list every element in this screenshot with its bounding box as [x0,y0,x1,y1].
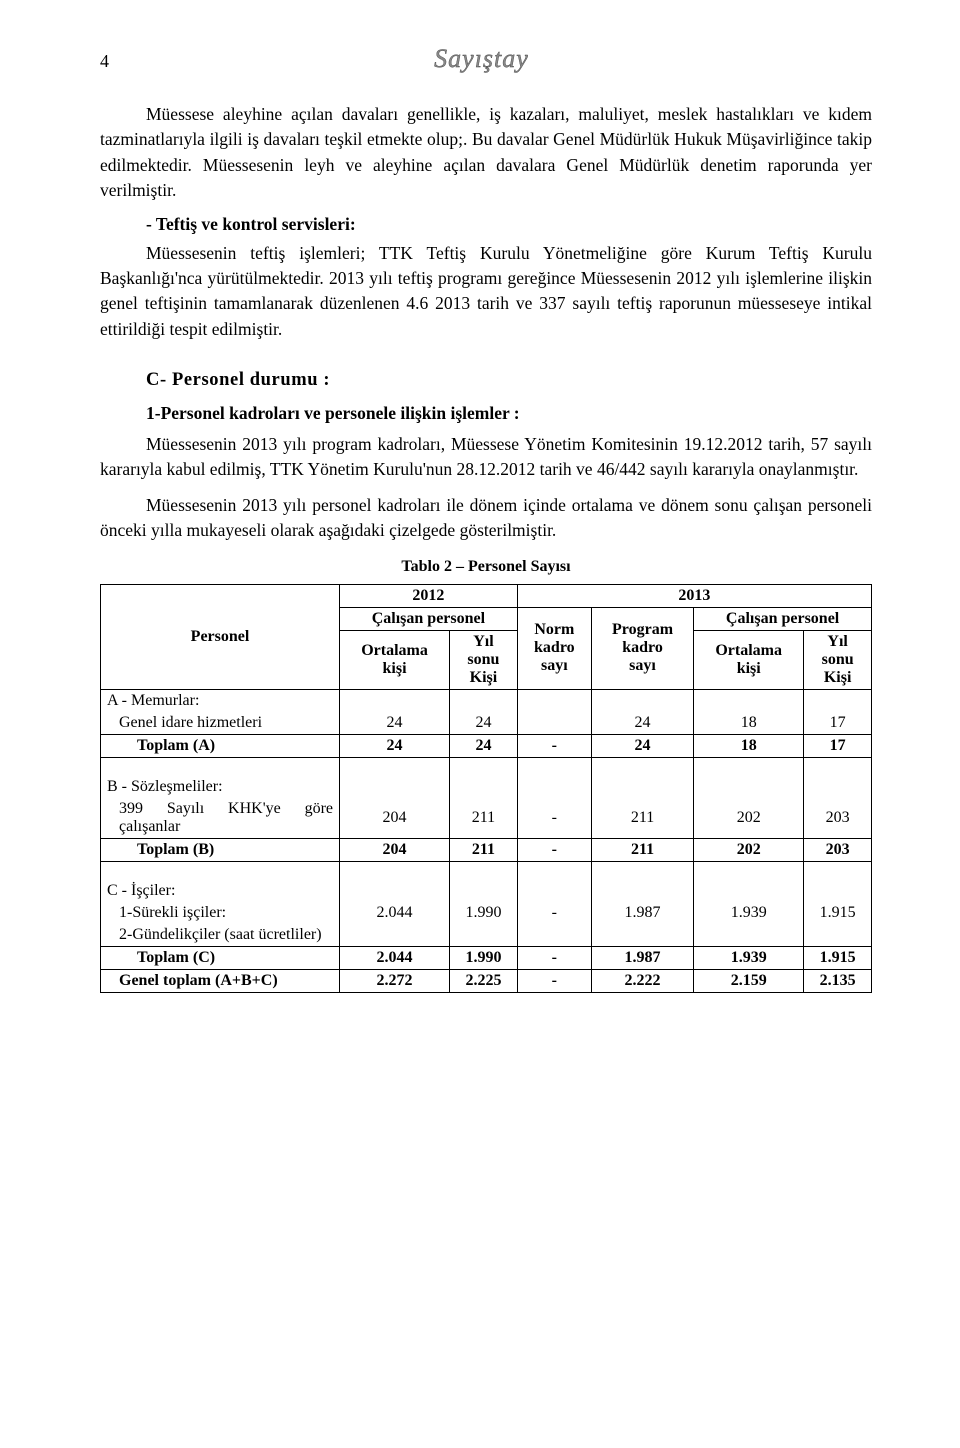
row-b1-label: 399 Sayılı KHK'ye göre çalışanlar [101,798,340,839]
paragraph-1: Müessese aleyhine açılan davaları genell… [100,102,872,204]
row-gtop-label: Genel toplam (A+B+C) [101,969,340,992]
col-norm-top: Norm [534,621,574,638]
col-program-kadro: Program kadro sayı [591,607,693,689]
col-2013: 2013 [517,584,871,607]
page-number: 4 [100,51,109,72]
section-c-title: C- Personel durumu : [100,370,872,391]
col-personel: Personel [101,584,340,689]
table-row: 1-Sürekli işçiler: 2.044 1.990 - 1.987 1… [101,902,872,924]
table-row: B - Sözleşmeliler: [101,776,872,798]
row-ctop-label: Toplam (C) [101,946,340,969]
paragraph-2: Müessesenin teftiş işlemleri; TTK Teftiş… [100,241,872,343]
col-2012-yilsonu: Yıl sonu Kişi [450,630,518,689]
col-norm-bot: kadro [534,639,575,656]
col-prog-unit: sayı [629,657,656,674]
table-row: Genel toplam (A+B+C) 2.272 2.225 - 2.222… [101,969,872,992]
page-header: 4 Sayıştay [100,44,872,74]
table-row: Genel idare hizmetleri 24 24 24 18 17 [101,712,872,735]
row-b-head: B - Sözleşmeliler: [101,776,340,798]
row-btop-label: Toplam (B) [101,838,340,861]
col-2013-yilsonu: Yıl sonu Kişi [804,630,872,689]
table-row [101,861,872,880]
row-c2-label: 2-Gündelikçiler (saat ücretliler) [101,924,340,947]
section-c-subtitle: 1-Personel kadroları ve personele ilişki… [100,403,872,424]
col-2013-ortalama: Ortalama kişi [694,630,804,689]
personnel-table: Personel 2012 2013 Çalışan personel Norm… [100,584,872,993]
table-row: Toplam (B) 204 211 - 211 202 203 [101,838,872,861]
table-caption: Tablo 2 – Personel Sayısı [100,558,872,576]
col-norm-unit: sayı [541,657,568,674]
col-prog-top: Program [612,621,673,638]
col-2012-ortalama: Ortalama kişi [340,630,450,689]
paragraph-3: Müessesenin 2013 yılı program kadroları,… [100,432,872,483]
table-row: 2-Gündelikçiler (saat ücretliler) [101,924,872,947]
page: 4 Sayıştay Müessese aleyhine açılan dava… [0,0,960,1448]
table-head: Personel 2012 2013 Çalışan personel Norm… [101,584,872,689]
table-row: A - Memurlar: [101,689,872,712]
brand-logo: Sayıştay [434,44,529,74]
table-row: Toplam (C) 2.044 1.990 - 1.987 1.939 1.9… [101,946,872,969]
table-body: A - Memurlar: Genel idare hizmetleri 24 … [101,689,872,992]
col-2012-calisan: Çalışan personel [340,607,518,630]
row-atop-label: Toplam (A) [101,734,340,757]
col-2013-calisan: Çalışan personel [694,607,872,630]
col-norm-kadro: Norm kadro sayı [517,607,591,689]
row-a-head: A - Memurlar: [101,689,340,712]
col-2012: 2012 [340,584,518,607]
table-row [101,757,872,776]
table-row: 399 Sayılı KHK'ye göre çalışanlar 204 21… [101,798,872,839]
paragraph-4: Müessesenin 2013 yılı personel kadroları… [100,493,872,544]
table-row: Toplam (A) 24 24 - 24 18 17 [101,734,872,757]
table-row: C - İşçiler: [101,880,872,902]
row-c-head: C - İşçiler: [101,880,340,902]
row-a1-label: Genel idare hizmetleri [101,712,340,735]
col-prog-bot: kadro [622,639,663,656]
subheading-teftis: - Teftiş ve kontrol servisleri: [100,214,872,235]
row-c1-label: 1-Sürekli işçiler: [101,902,340,924]
